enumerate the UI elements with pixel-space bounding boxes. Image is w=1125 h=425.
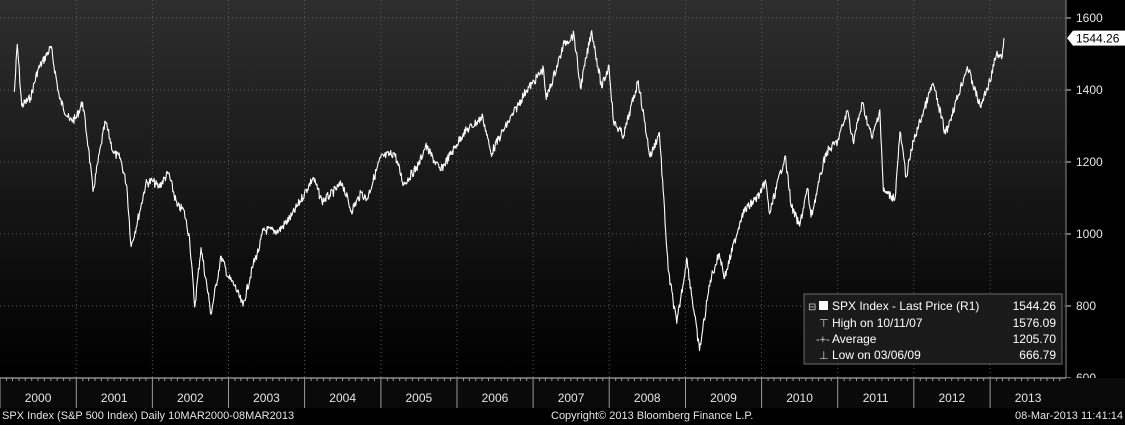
x-axis: 2000 2001 2002 2003 2004 2005 2006 2007 2008 2009… (0, 377, 1125, 408)
high-marker-icon: ⊤ (819, 318, 829, 330)
y-tick-label: 1200 (1076, 155, 1103, 169)
legend-series-swatch (819, 301, 828, 310)
x-tick-label: 2001 (101, 391, 128, 405)
last-price-label: 1544.26 (1076, 32, 1120, 46)
legend-entry-label: High on 10/11/07 (832, 316, 923, 330)
axis-background (1066, 0, 1125, 378)
last-price-pointer (1067, 30, 1073, 46)
legend-box: ⊟ SPX Index - Last Price (R1) 1544.26 ⊤ … (803, 293, 1063, 365)
footer-copyright: Copyright© 2013 Bloomberg Finance L.P. (551, 410, 754, 422)
legend-entry-value: 666.79 (1019, 348, 1056, 362)
y-tick-label: 1400 (1076, 83, 1103, 97)
x-tick-label: 2009 (710, 391, 737, 405)
footer-timestamp: 08-Mar-2013 11:41:14 (1014, 410, 1123, 422)
last-price-marker: 1544.26 (1067, 30, 1125, 46)
legend-entry-value: 1576.09 (1013, 316, 1057, 330)
x-tick-label: 2005 (406, 391, 433, 405)
x-tick-label: 2011 (863, 391, 889, 405)
x-tick-label: 2008 (634, 391, 661, 405)
series-layer (13, 30, 1005, 352)
footer-security-description: SPX Index (S&P 500 Index) Daily 10MAR200… (2, 410, 295, 422)
chart-footer: SPX Index (S&P 500 Index) Daily 10MAR200… (0, 408, 1125, 425)
legend-entry-label: Average (832, 332, 877, 346)
legend-entry-label: Low on 03/06/09 (832, 348, 921, 362)
x-tick-label: 2006 (482, 391, 509, 405)
series-line-spx (13, 30, 1005, 352)
x-tick-label: 2007 (558, 391, 585, 405)
last-price-box (1073, 30, 1125, 46)
average-marker-icon: -+- (816, 334, 830, 346)
low-marker-icon: ⊥ (819, 350, 829, 362)
x-axis-band (0, 378, 1125, 408)
legend-entry-label: SPX Index - Last Price (R1) (832, 299, 979, 313)
x-tick-label: 2013 (1015, 391, 1042, 405)
legend-background (803, 293, 1063, 365)
x-tick-label: 2004 (329, 391, 356, 405)
x-tick-label: 2002 (177, 391, 204, 405)
y-tick-label: 1000 (1076, 227, 1103, 241)
x-tick-label: 2010 (786, 391, 813, 405)
legend-expand-icon: ⊟ (808, 302, 816, 313)
x-tick-label: 2000 (25, 391, 52, 405)
y-tick-label: 800 (1076, 299, 1096, 313)
x-tick-label: 2012 (939, 391, 966, 405)
legend-entry-value: 1544.26 (1013, 299, 1057, 313)
x-tick-label: 2003 (253, 391, 280, 405)
legend-entry-value: 1205.70 (1013, 332, 1057, 346)
y-tick-label: 1600 (1076, 11, 1103, 25)
